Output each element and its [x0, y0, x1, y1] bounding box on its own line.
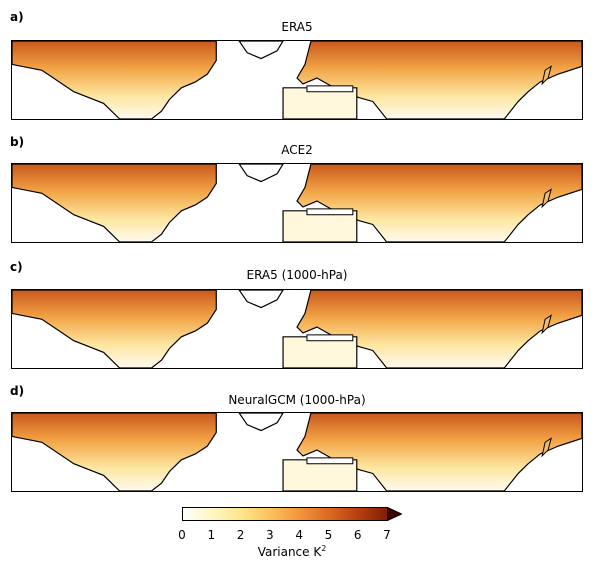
panel-d-heat	[12, 413, 582, 491]
colorbar-tick-label: 0	[178, 528, 186, 542]
panel-b-map	[11, 163, 583, 243]
panel-b-map-image	[12, 164, 582, 242]
panel-c-title: ERA5 (1000-hPa)	[246, 268, 348, 282]
colorbar	[182, 507, 402, 521]
panel-a-title: ERA5	[281, 20, 313, 34]
panel-a-map	[11, 40, 583, 120]
colorbar-tick-label: 5	[324, 528, 333, 542]
panel-d-map-image	[12, 413, 582, 491]
colorbar-label: Variance K2	[182, 544, 402, 559]
panel-d-title: NeuralGCM (1000-hPa)	[228, 393, 366, 407]
panel-c-map	[11, 289, 583, 369]
colorbar-tick-label: 1	[207, 528, 216, 542]
colorbar-tick-label: 6	[353, 528, 362, 542]
colorbar-tick-label: 3	[266, 528, 274, 542]
panel-b-heat	[12, 164, 582, 242]
panel-a-map-image	[12, 41, 582, 119]
panel-c-letter: c)	[10, 260, 23, 274]
colorbar-tick-label: 2	[236, 528, 245, 542]
colorbar-gradient	[182, 507, 388, 521]
panel-d-letter: d)	[10, 384, 25, 398]
colorbar-ticks: 0 1 2 3 4 5 6 7	[178, 528, 402, 542]
panel-c-map-image	[12, 290, 582, 368]
panel-a-heat	[12, 41, 582, 119]
colorbar-extend-arrow	[387, 507, 402, 521]
panel-b-title: ACE2	[281, 143, 313, 157]
colorbar-tick-label: 4	[295, 528, 303, 542]
colorbar-label-main: Variance K	[257, 545, 322, 559]
panel-a-letter: a)	[10, 10, 24, 24]
panel-d-map	[11, 412, 583, 492]
colorbar-label-sup: 2	[321, 544, 327, 553]
panel-c-heat	[12, 290, 582, 368]
panel-b-letter: b)	[10, 135, 25, 149]
colorbar-tick-label: 7	[383, 528, 391, 542]
